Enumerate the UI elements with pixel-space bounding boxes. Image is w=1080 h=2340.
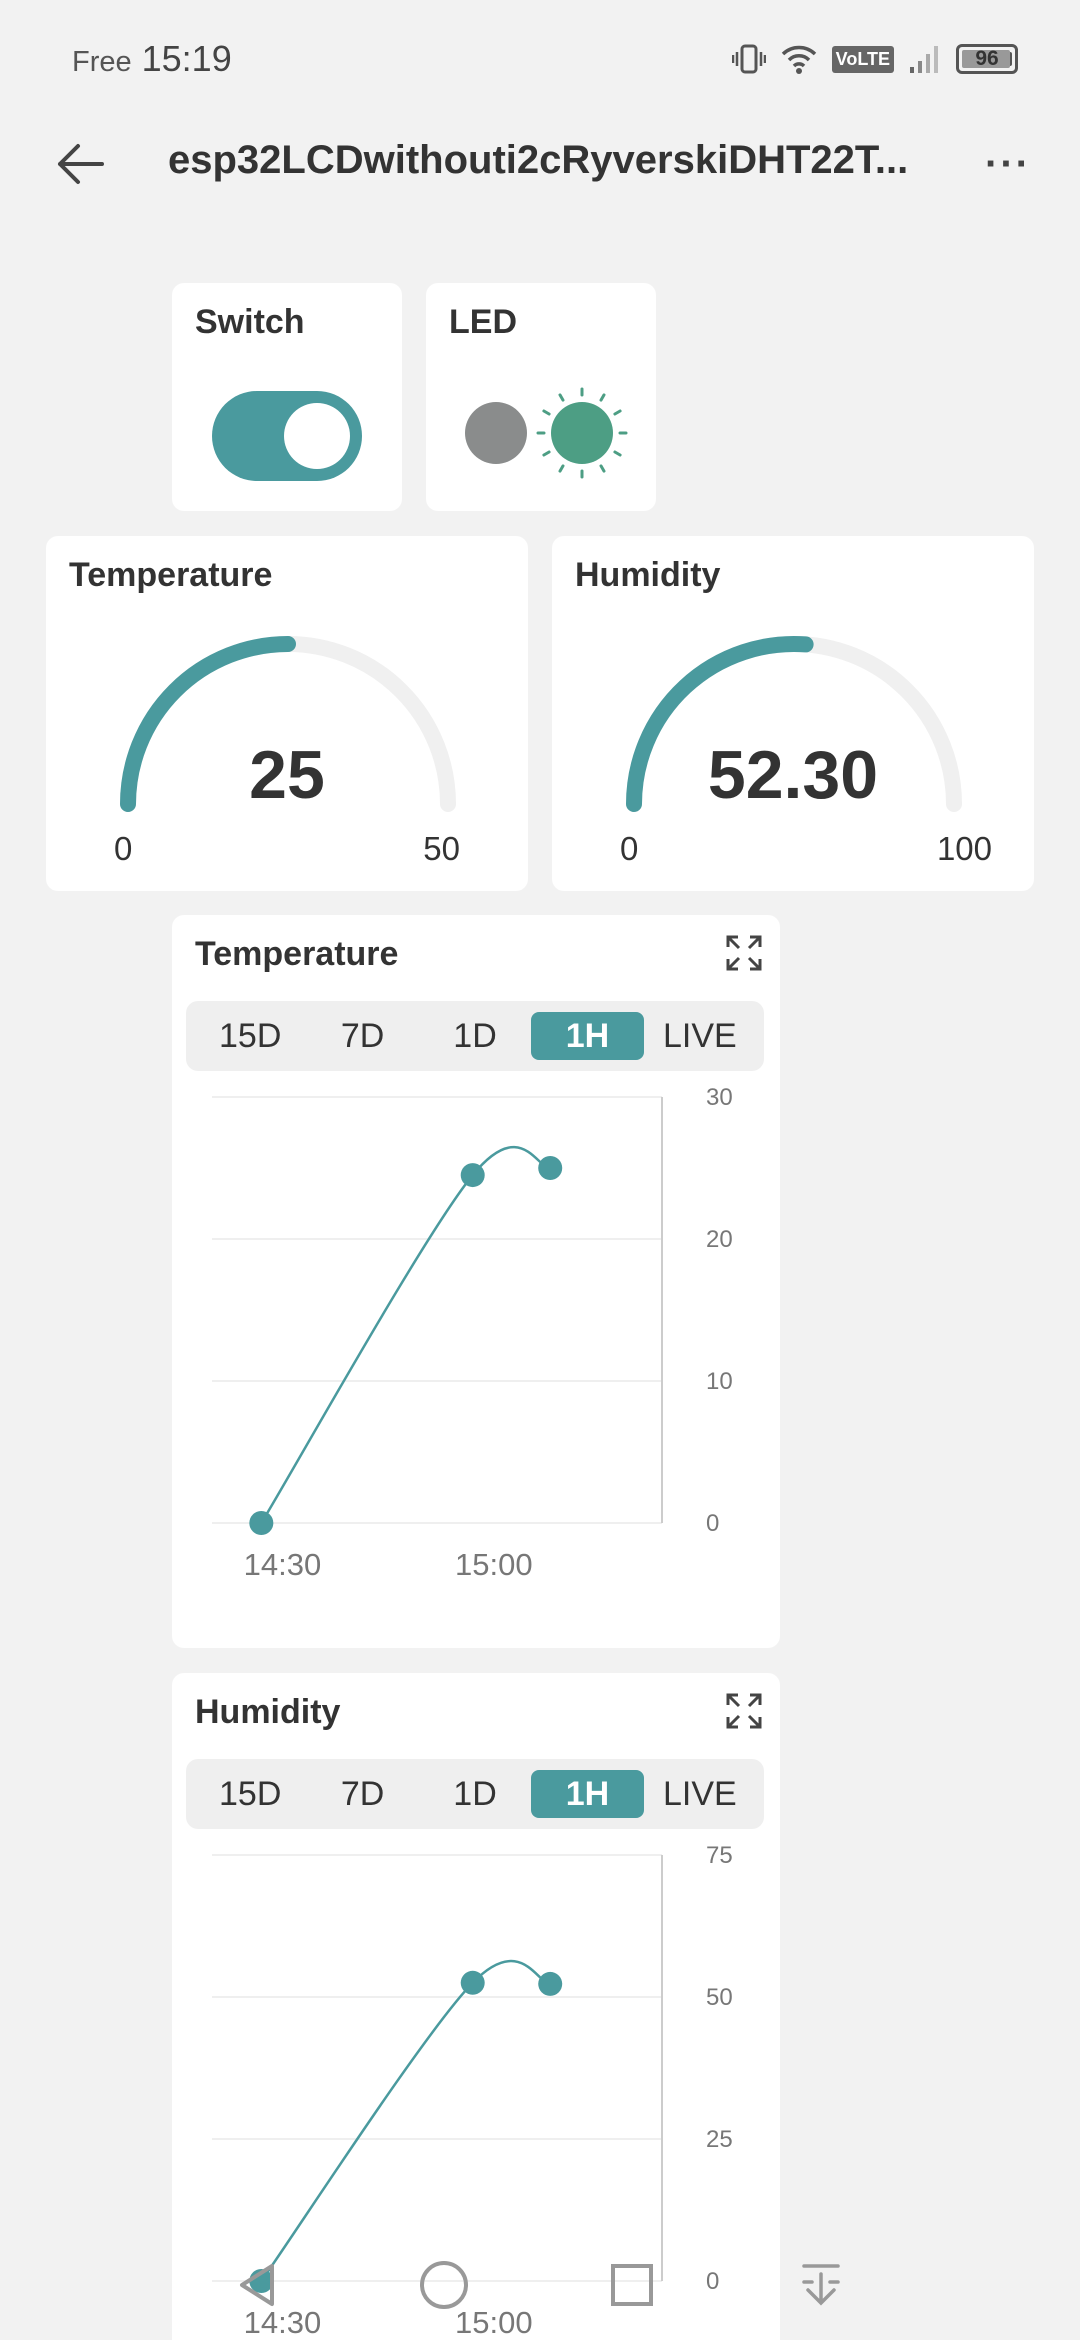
more-horizontal-icon: ··· [985,141,1031,186]
switch-widget: Switch [172,283,402,511]
expand-icon[interactable] [722,931,766,975]
led-glow-ray [542,409,551,416]
humidity-line-chart: 0 25 50 75 14:30 15:00 [212,1842,733,2340]
series-line [260,1959,551,2282]
tab-1d[interactable]: 1D [453,1775,497,1813]
led-indicator [465,387,628,479]
circle-home-icon [420,2261,468,2309]
led-title: LED [449,303,517,341]
status-left: Free 15:19 [72,38,232,80]
y-tick-label: 25 [706,2126,733,2153]
time-range-selector: 15D 7D 1D 1H LIVE [186,1759,764,1829]
battery-fill [962,50,1010,68]
switch-toggle[interactable] [212,391,362,481]
data-point [538,1971,563,1996]
tab-1h[interactable]: 1H [531,1012,644,1060]
switch-title: Switch [195,303,305,341]
time-range-selector: 15D 7D 1D 1H LIVE [186,1001,764,1071]
led-glow-ray [599,464,606,473]
temperature-line-chart: 0 10 20 30 14:30 15:00 [212,1084,733,1582]
nav-home-button[interactable] [409,2250,479,2320]
humidity-chart-title: Humidity [195,1693,341,1731]
dashboard-title: esp32LCDwithouti2cRyverskiDHT22T... [168,138,909,182]
tab-1d[interactable]: 1D [453,1017,497,1055]
temperature-max: 50 [423,830,460,867]
gauge-fill [626,635,814,812]
led-glow-ray [613,409,622,416]
y-tick-label: 75 [706,1842,733,1869]
carrier-label: Free [72,46,132,78]
led-glow-ray [558,393,565,402]
download-arrow-icon [802,2264,840,2306]
data-point [460,1970,485,1995]
data-point [538,1156,563,1180]
led-glow-ray [613,450,622,457]
x-tick-label: 14:30 [244,2305,322,2340]
tab-7d[interactable]: 7D [340,1017,385,1055]
temperature-chart-widget: Temperature 15D 7D 1D 1H LIVE 0 10 20 30 14:… [172,915,780,1648]
temperature-gauge [120,636,456,812]
led-off-icon [465,402,527,464]
wifi-icon [780,43,818,75]
y-tick-label: 0 [706,2268,719,2295]
led-glow-ray [599,393,606,402]
volte-badge: VoLTE [831,45,894,73]
x-tick-label: 15:00 [455,1547,533,1582]
tab-1h[interactable]: 1H [531,1770,644,1818]
humidity-value: 52.30 [707,737,879,813]
humidity-max: 100 [936,830,992,867]
battery-icon: 96 [956,44,1018,74]
y-tick-label: 10 [706,1368,733,1395]
led-glow-ray [558,464,565,473]
y-tick-label: 0 [706,1510,719,1537]
tab-15d[interactable]: 15D [219,1775,282,1813]
tab-live[interactable]: LIVE [662,1017,737,1055]
battery-level: 96 [975,47,999,70]
humidity-min: 0 [620,830,639,867]
temperature-chart-title: Temperature [195,935,399,973]
toggle-knob [284,403,350,469]
y-tick-label: 20 [706,1226,733,1253]
square-recents-icon [611,2264,653,2306]
vibrate-icon [731,42,766,76]
led-on-icon [536,387,628,479]
x-tick-label: 14:30 [244,1547,322,1582]
led-glow-ray [542,450,551,457]
triangle-back-icon [240,2264,274,2306]
humidity-chart-widget: Humidity 15D 7D 1D 1H LIVE 0 25 50 75 14:30 1… [172,1673,780,2340]
nav-back-button[interactable] [222,2250,292,2320]
back-button[interactable] [48,132,112,196]
gauge-fill [120,636,296,812]
tab-live[interactable]: LIVE [662,1775,737,1813]
temperature-min: 0 [114,830,133,867]
data-point [249,1511,274,1535]
tab-15d[interactable]: 15D [219,1017,282,1055]
y-tick-label: 30 [706,1084,733,1111]
x-tick-label: 15:00 [455,2305,533,2340]
humidity-gauge [626,635,962,812]
expand-icon[interactable] [722,1689,766,1733]
data-point [460,1163,485,1188]
temperature-gauge-title: Temperature [69,556,273,594]
signal-icon [908,43,942,75]
tab-7d[interactable]: 7D [340,1775,385,1813]
y-tick-label: 50 [706,1984,733,2011]
temperature-gauge-widget: Temperature 25 0 50 [46,536,528,891]
humidity-gauge-title: Humidity [575,556,721,594]
nav-recents-button[interactable] [597,2250,667,2320]
status-bar: Free 15:19 VoLTE 96 [0,0,1080,120]
nav-extra-button[interactable] [786,2250,856,2320]
clock: 15:19 [141,38,232,79]
humidity-gauge-widget: Humidity 52.30 0 100 [552,536,1034,891]
status-icons: VoLTE 96 [731,42,1018,76]
more-options-button[interactable]: ··· [976,132,1040,196]
series-line [260,1145,551,1524]
battery-indicator: 96 [956,44,1018,74]
temperature-value: 25 [249,737,325,813]
led-widget: LED [426,283,656,511]
system-nav-bar [0,2230,1080,2340]
app-bar: esp32LCDwithouti2cRyverskiDHT22T... ··· [0,120,1080,280]
arrow-left-icon [58,144,104,184]
